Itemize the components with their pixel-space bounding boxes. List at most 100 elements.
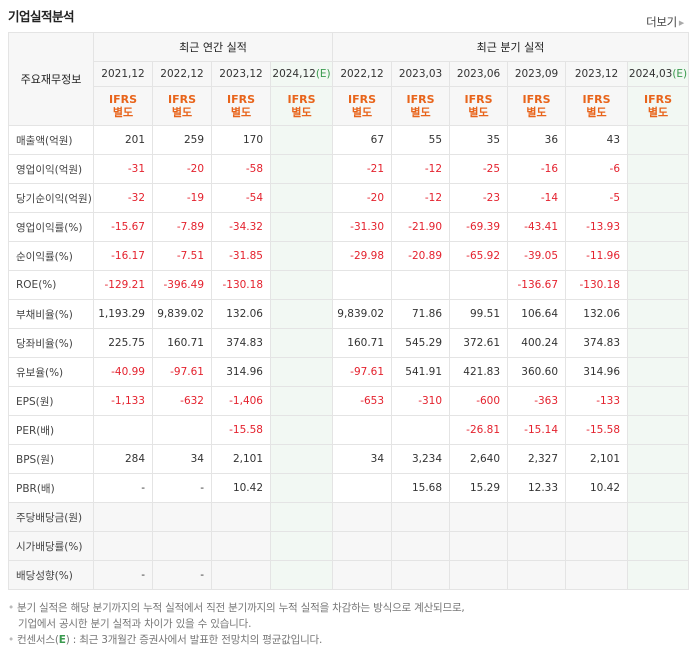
value-cell: 10.42 (565, 473, 629, 503)
value-cell: -25 (449, 154, 509, 184)
value-cell: -34.32 (211, 212, 271, 242)
value-cell (627, 212, 690, 242)
accounting-standard: IFRS 별도 (507, 86, 567, 126)
value-cell: -1,406 (211, 386, 271, 416)
value-cell: -20.89 (391, 241, 451, 271)
value-cell (627, 357, 690, 387)
value-cell (269, 386, 334, 416)
value-cell (627, 386, 690, 416)
chevron-right-icon: ▶ (678, 18, 684, 27)
value-cell: -20 (152, 154, 212, 184)
row-label: 유보율(%) (8, 357, 94, 387)
footnote-quarterly: • 분기 실적은 해당 분기까지의 누적 실적에서 직전 분기까지의 누적 실적을… (8, 602, 465, 614)
value-cell: -12 (391, 154, 451, 184)
value-cell: 2,101 (211, 444, 271, 474)
period-header: 2023,12 (211, 61, 271, 87)
value-cell: 106.64 (507, 299, 567, 329)
more-link[interactable]: 더보기 ▶ (646, 14, 684, 30)
quarter-group-header: 최근 분기 실적 (332, 32, 690, 62)
row-label: PBR(배) (8, 473, 94, 503)
value-cell: 9,839.02 (332, 299, 393, 329)
value-cell: -21 (332, 154, 393, 184)
value-cell (627, 270, 690, 300)
value-cell (269, 299, 334, 329)
table-row: 유보율(%) -40.99 -97.61 314.96 -97.61 541.91 421.… (8, 357, 690, 387)
value-cell: 541.91 (391, 357, 451, 387)
accounting-standard: IFRS 별도 (627, 86, 690, 126)
value-cell (627, 560, 690, 590)
table-row: 배당성향(%) - - (8, 560, 690, 590)
value-cell (627, 415, 690, 445)
value-cell: 374.83 (211, 328, 271, 358)
value-cell: -58 (211, 154, 271, 184)
value-cell (211, 560, 271, 590)
value-cell (269, 531, 334, 561)
value-cell (93, 502, 153, 532)
value-cell: 43 (565, 125, 629, 155)
period-header: 2023,09 (507, 61, 567, 87)
table-row: 영업이익(억원) -31 -20 -58 -21 -12 -25 -16 -6 (8, 154, 690, 184)
table-row: 순이익률(%) -16.17 -7.51 -31.85 -29.98 -20.89 -65.… (8, 241, 690, 271)
value-cell (449, 502, 509, 532)
period-header: 2023,12 (565, 61, 629, 87)
period-header: 2024,03(E) (627, 61, 690, 87)
value-cell (269, 241, 334, 271)
value-cell (391, 560, 451, 590)
value-cell: 35 (449, 125, 509, 155)
footnotes: • 분기 실적은 해당 분기까지의 누적 실적에서 직전 분기까지의 누적 실적을… (8, 600, 465, 648)
value-cell: -14 (507, 183, 567, 213)
row-label: BPS(원) (8, 444, 94, 474)
table-row: 부채비율(%) 1,193.29 9,839.02 132.06 9,839.02 71.… (8, 299, 690, 329)
period-header: 2023,03 (391, 61, 451, 87)
value-cell: 360.60 (507, 357, 567, 387)
value-cell (269, 357, 334, 387)
value-cell (332, 502, 393, 532)
row-label: 당기순이익(억원) (8, 183, 94, 213)
value-cell (627, 154, 690, 184)
value-cell: 36 (507, 125, 567, 155)
value-cell: 259 (152, 125, 212, 155)
accounting-standard: IFRS 별도 (449, 86, 509, 126)
value-cell: -1,133 (93, 386, 153, 416)
value-cell: -136.67 (507, 270, 567, 300)
value-cell (269, 415, 334, 445)
more-label: 더보기 (646, 15, 677, 29)
value-cell: 201 (93, 125, 153, 155)
value-cell (449, 531, 509, 561)
value-cell: 225.75 (93, 328, 153, 358)
value-cell: -133 (565, 386, 629, 416)
value-cell: -7.89 (152, 212, 212, 242)
value-cell: -600 (449, 386, 509, 416)
accounting-standard: IFRS 별도 (391, 86, 451, 126)
value-cell (391, 531, 451, 561)
row-label: 매출액(억원) (8, 125, 94, 155)
value-cell: -31.85 (211, 241, 271, 271)
value-cell: 314.96 (565, 357, 629, 387)
table-row: 당기순이익(억원) -32 -19 -54 -20 -12 -23 -14 -5 (8, 183, 690, 213)
value-cell (449, 560, 509, 590)
value-cell: -26.81 (449, 415, 509, 445)
value-cell: -29.98 (332, 241, 393, 271)
value-cell (269, 502, 334, 532)
value-cell: -130.18 (565, 270, 629, 300)
value-cell (269, 560, 334, 590)
accounting-standard: IFRS 별도 (565, 86, 629, 126)
value-cell: 67 (332, 125, 393, 155)
value-cell: -653 (332, 386, 393, 416)
value-cell (332, 560, 393, 590)
row-label: 부채비율(%) (8, 299, 94, 329)
value-cell: -97.61 (332, 357, 393, 387)
value-cell: -16.17 (93, 241, 153, 271)
value-cell: 34 (152, 444, 212, 474)
accounting-standard: IFRS 별도 (93, 86, 153, 126)
value-cell: -632 (152, 386, 212, 416)
period-header: 2023,06 (449, 61, 509, 87)
table-row: PBR(배) - -10.42 15.68 15.29 12.33 10.42 (8, 473, 690, 503)
value-cell (269, 444, 334, 474)
value-cell: - (93, 473, 153, 503)
row-label: ROE(%) (8, 270, 94, 300)
accounting-standard: IFRS 별도 (211, 86, 271, 126)
value-cell: 132.06 (565, 299, 629, 329)
value-cell (627, 241, 690, 271)
value-cell (507, 560, 567, 590)
